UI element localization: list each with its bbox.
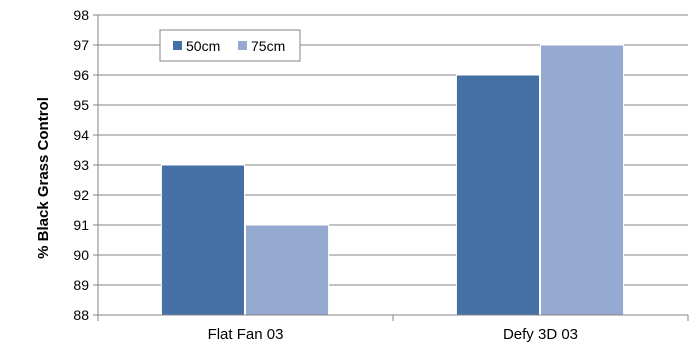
y-tick-label: 97 — [73, 37, 89, 53]
y-tick-label: 96 — [73, 67, 89, 83]
y-tick-label: 90 — [73, 247, 89, 263]
tick-labels: 88 89 90 91 92 93 94 95 96 97 98 Flat Fan 03 Defy 3D… — [73, 7, 578, 343]
y-tick-label: 88 — [73, 307, 89, 323]
bar-75cm-defy-3d-03 — [540, 44, 625, 316]
legend-label-50cm: 50cm — [186, 38, 220, 54]
legend-swatch-75cm — [238, 41, 247, 50]
y-tick-label: 93 — [73, 157, 89, 173]
y-tick-label: 98 — [73, 7, 89, 23]
legend-swatch-50cm — [173, 41, 182, 50]
bar-75cm-flat-fan-03 — [245, 224, 330, 316]
legend: 50cm 75cm — [159, 29, 301, 62]
y-tick-label: 92 — [73, 187, 89, 203]
bar-50cm-defy-3d-03 — [455, 74, 540, 316]
x-tick-label: Flat Fan 03 — [208, 326, 284, 343]
y-tick-label: 95 — [73, 97, 89, 113]
axes — [93, 14, 689, 321]
y-tick-label: 89 — [73, 277, 89, 293]
y-tick-label: 94 — [73, 127, 89, 143]
y-tick-label: 91 — [73, 217, 89, 233]
legend-label-75cm: 75cm — [251, 38, 285, 54]
y-axis-title: % Black Grass Control — [35, 97, 52, 259]
legend-box — [159, 29, 301, 62]
bar-50cm-flat-fan-03 — [160, 164, 245, 316]
bars — [160, 44, 625, 316]
x-tick-label: Defy 3D 03 — [503, 326, 578, 343]
